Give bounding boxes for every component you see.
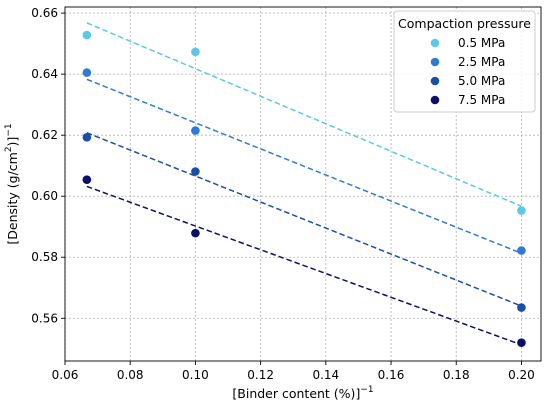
legend-title: Compaction pressure <box>398 16 531 31</box>
x-tick-label: 0.06 <box>52 368 79 382</box>
y-tick-label: 0.66 <box>31 6 58 20</box>
legend: Compaction pressure 0.5 MPa 2.5 MPa 5.0 MP… <box>393 10 536 113</box>
y-axis-label-text: [Density (g/cm <box>5 152 20 244</box>
legend-marker-2-5-mpa <box>430 57 440 67</box>
x-axis-ticks: 0.06 0.08 0.10 0.12 0.14 0.16 0.18 0.20 <box>52 361 535 382</box>
y-tick-label: 0.56 <box>31 311 58 325</box>
fit-line-0-5-mpa <box>86 22 522 207</box>
data-point-0-5-mpa <box>191 47 200 57</box>
y-tick-label: 0.60 <box>31 189 58 203</box>
y-tick-label: 0.62 <box>31 128 58 142</box>
legend-label-7-5-mpa: 7.5 MPa <box>458 93 505 107</box>
data-point-7-5-mpa <box>191 228 200 238</box>
x-axis-label-text: [Binder content (%)] <box>232 386 360 401</box>
data-point-7-5-mpa <box>517 338 526 347</box>
data-point-5-0-mpa <box>82 133 92 142</box>
y-tick-label: 0.58 <box>31 250 58 264</box>
y-axis-label-unit-exponent: 2 <box>4 146 14 152</box>
fit-line-2-5-mpa <box>86 78 522 254</box>
y-tick-label: 0.64 <box>31 67 58 81</box>
x-axis-label: [Binder content (%)]−1 <box>232 385 373 401</box>
data-point-0-5-mpa <box>82 30 92 40</box>
x-tick-label: 0.16 <box>378 368 405 382</box>
x-tick-label: 0.18 <box>443 368 470 382</box>
x-tick-label: 0.08 <box>117 368 144 382</box>
plot-frame <box>64 6 542 362</box>
data-point-2-5-mpa <box>82 68 92 77</box>
x-axis-label-exponent: −1 <box>360 385 373 395</box>
y-axis-label-close: )] <box>5 137 20 147</box>
x-tick-label: 0.14 <box>312 368 339 382</box>
data-point-5-0-mpa <box>517 303 526 312</box>
legend-label-0-5-mpa: 0.5 MPa <box>458 36 505 50</box>
legend-label-2-5-mpa: 2.5 MPa <box>458 55 505 69</box>
data-point-2-5-mpa <box>191 126 200 135</box>
fit-line-5-0-mpa <box>86 132 522 307</box>
x-tick-label: 0.20 <box>508 368 535 382</box>
x-tick-label: 0.10 <box>182 368 209 382</box>
legend-marker-5-0-mpa <box>430 76 440 86</box>
fit-line-7-5-mpa <box>86 185 522 346</box>
legend-marker-7-5-mpa <box>430 95 440 105</box>
data-point-2-5-mpa <box>517 246 526 255</box>
legend-box <box>393 10 536 113</box>
data-point-7-5-mpa <box>82 175 92 185</box>
legend-marker-0-5-mpa <box>430 38 440 48</box>
x-tick-label: 0.12 <box>247 368 274 382</box>
y-axis-label-exponent: −1 <box>4 123 14 136</box>
y-axis-label: [Density (g/cm2)]−1 <box>4 123 20 244</box>
fit-lines <box>86 22 522 346</box>
legend-items: 0.5 MPa 2.5 MPa 5.0 MPa 7.5 MPa <box>430 36 505 107</box>
y-axis-ticks: 0.56 0.58 0.60 0.62 0.64 0.66 <box>31 6 65 325</box>
data-point-0-5-mpa <box>517 206 526 215</box>
data-point-5-0-mpa <box>191 167 200 176</box>
legend-label-5-0-mpa: 5.0 MPa <box>458 74 505 88</box>
data-points <box>82 30 526 347</box>
